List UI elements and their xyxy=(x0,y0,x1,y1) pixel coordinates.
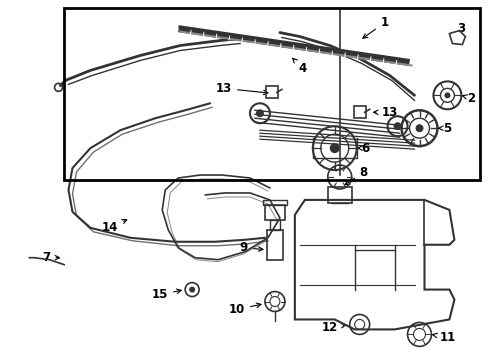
Text: 1: 1 xyxy=(363,16,389,38)
Text: 13: 13 xyxy=(216,82,268,95)
Circle shape xyxy=(256,109,264,117)
Bar xyxy=(328,187,352,203)
Text: 4: 4 xyxy=(293,58,307,75)
Bar xyxy=(270,220,280,230)
Circle shape xyxy=(393,122,401,130)
Bar xyxy=(263,200,287,205)
Text: 15: 15 xyxy=(152,288,181,301)
Text: 2: 2 xyxy=(462,92,475,105)
Text: 12: 12 xyxy=(321,321,346,334)
Circle shape xyxy=(330,143,340,153)
Bar xyxy=(265,205,285,220)
Circle shape xyxy=(444,92,450,98)
Bar xyxy=(267,230,283,260)
Bar xyxy=(64,8,480,180)
Text: 10: 10 xyxy=(229,303,261,316)
Text: 8: 8 xyxy=(345,166,368,185)
Text: 14: 14 xyxy=(102,220,127,234)
Text: 13: 13 xyxy=(374,106,398,119)
Circle shape xyxy=(416,124,423,132)
Text: 3: 3 xyxy=(457,22,465,35)
Text: 9: 9 xyxy=(240,241,263,254)
Text: 7: 7 xyxy=(43,251,59,264)
Text: 5: 5 xyxy=(438,122,452,135)
Text: 6: 6 xyxy=(358,141,370,155)
Circle shape xyxy=(189,287,195,293)
Text: 11: 11 xyxy=(433,331,456,344)
